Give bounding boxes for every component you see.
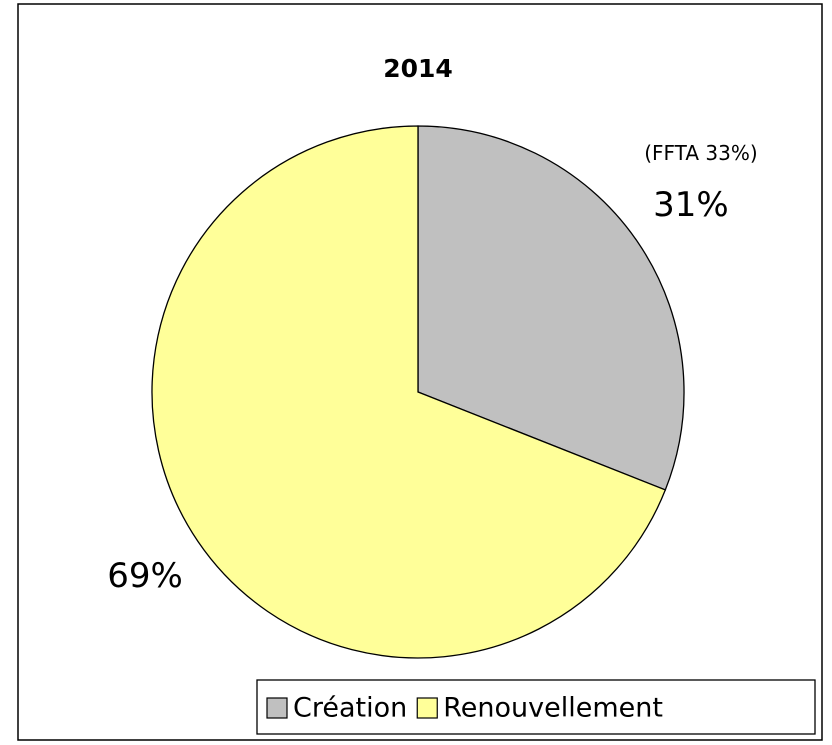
legend-label: Création	[293, 693, 407, 724]
pie-slice	[417, 125, 685, 491]
value-label: 31%	[653, 185, 729, 225]
value-label: 69%	[107, 556, 183, 596]
legend-swatch	[266, 697, 288, 719]
legend-box	[256, 679, 816, 735]
pie-slice	[151, 125, 667, 659]
chart-title: 2014	[383, 54, 453, 83]
annotation: (FFTA 33%)	[644, 141, 757, 165]
legend-label: Renouvellement	[443, 693, 663, 724]
legend-swatch	[416, 697, 438, 719]
